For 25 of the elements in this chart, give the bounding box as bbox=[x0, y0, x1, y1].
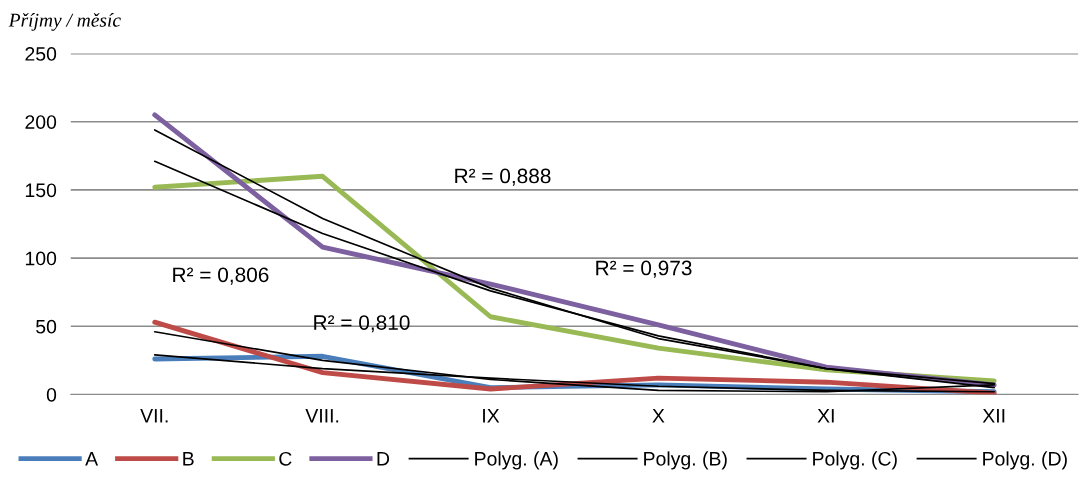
annotation: R² = 0,806 bbox=[173, 267, 269, 285]
y-tick-label: 50 bbox=[36, 319, 57, 334]
legend-label: A bbox=[85, 452, 99, 466]
legend-label: C bbox=[279, 451, 292, 466]
y-tick-label: 250 bbox=[25, 47, 57, 61]
x-tick-label: VIII. bbox=[305, 409, 339, 423]
legend-label: Polyg. (D) bbox=[983, 451, 1067, 470]
y-tick-label: 0 bbox=[46, 387, 57, 402]
x-tick-label: IX bbox=[483, 409, 500, 423]
y-tick-label: 200 bbox=[25, 115, 57, 129]
legend-label: Polyg. (B) bbox=[644, 451, 727, 470]
annotation: R² = 0,810 bbox=[314, 315, 410, 333]
annotation: R² = 0,973 bbox=[596, 260, 692, 278]
legend-label: B bbox=[183, 452, 194, 466]
chart-title: Příjmy / měsíc bbox=[8, 13, 121, 31]
legend-label: Polyg. (C) bbox=[813, 451, 897, 470]
x-tick-label: XI bbox=[817, 409, 834, 423]
x-tick-label: VII. bbox=[140, 409, 168, 423]
y-tick-label: 100 bbox=[25, 251, 57, 266]
y-tick-label: 150 bbox=[25, 183, 57, 198]
x-tick-label: X bbox=[652, 409, 665, 423]
x-tick-label: XII bbox=[982, 409, 1005, 423]
legend-label: Polyg. (A) bbox=[475, 451, 558, 470]
annotation: R² = 0,888 bbox=[455, 168, 551, 186]
legend-label: D bbox=[377, 452, 390, 466]
